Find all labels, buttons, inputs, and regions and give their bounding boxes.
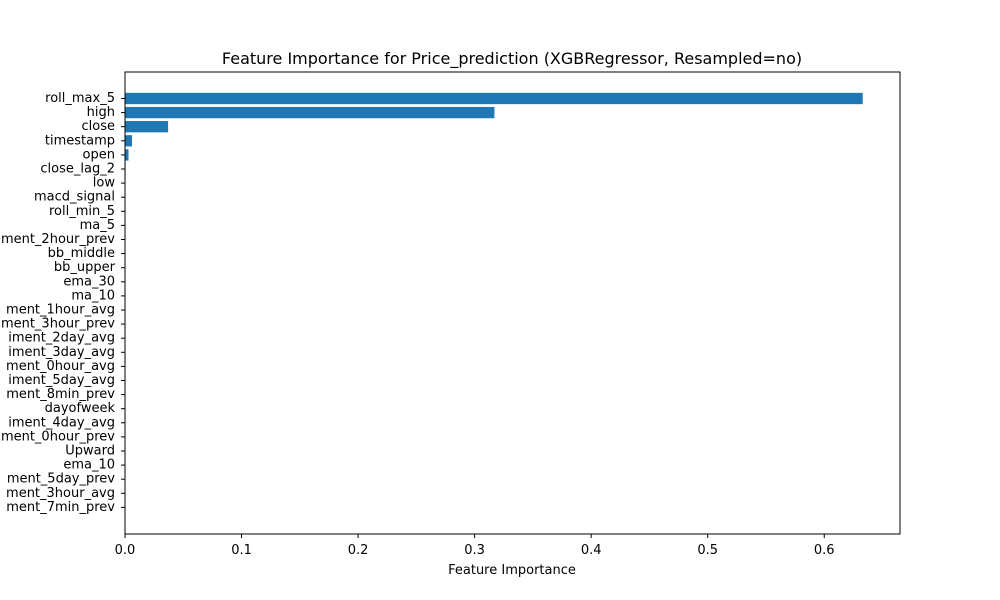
y-tick-label: ment_1hour_avg (6, 303, 115, 318)
y-tick-label: low (93, 176, 116, 191)
y-tick-label: ma_10 (71, 288, 115, 303)
x-tick-label: 0.0 (115, 543, 136, 558)
bar-timestamp (125, 135, 132, 147)
y-tick-label: timestamp (45, 133, 115, 148)
x-tick-label: 0.3 (464, 543, 485, 558)
y-tick-label: dayofweek (45, 401, 116, 416)
plot-area-frame (124, 71, 901, 535)
y-tick-label: Upward (65, 444, 115, 459)
x-axis-label: Feature Importance (448, 563, 576, 578)
y-tick-label: iment_5day_avg (8, 373, 115, 388)
bars-group (125, 92, 863, 232)
x-tick-label: 0.4 (581, 543, 602, 558)
y-tick-label: open (83, 147, 115, 162)
bar-roll_max_5 (125, 92, 863, 105)
y-tick-label: ema_10 (63, 458, 115, 473)
y-tick-label: high (87, 105, 115, 120)
y-tick-label: iment_3day_avg (8, 345, 115, 360)
y-tick-label: roll_max_5 (45, 91, 115, 106)
y-tick-label: ment_0hour_avg (6, 359, 115, 374)
x-tick-label: 0.2 (348, 543, 369, 558)
bar-open (125, 149, 129, 161)
y-tick-label: ment_7min_prev (6, 500, 115, 515)
y-tick-label: ment_0hour_prev (1, 429, 115, 444)
y-tick-label: ment_5day_prev (7, 472, 115, 487)
y-tick-label: ment_3hour_prev (1, 317, 115, 332)
y-tick-label: ema_30 (63, 274, 115, 289)
y-tick-label: ment_2hour_prev (1, 232, 115, 247)
y-tick-label: macd_signal (34, 190, 115, 205)
y-tick-label: bb_middle (48, 246, 115, 261)
y-tick-label: ment_8min_prev (6, 387, 115, 402)
chart-title: Feature Importance for Price_prediction … (222, 49, 802, 69)
bar-close (125, 121, 169, 133)
x-tick-label: 0.5 (697, 543, 718, 558)
y-tick-label: ma_5 (80, 218, 115, 233)
y-tick-label: roll_min_5 (49, 204, 115, 219)
y-tick-label: bb_upper (54, 260, 116, 275)
y-axis-ticks: roll_max_5highclosetimestampopenclose_la… (1, 91, 125, 515)
bar-high (125, 106, 495, 119)
x-tick-label: 0.1 (231, 543, 252, 558)
y-tick-label: iment_4day_avg (8, 415, 115, 430)
y-tick-label: close_lag_2 (40, 162, 115, 177)
y-tick-label: ment_3hour_avg (6, 486, 115, 501)
y-tick-label: close (82, 119, 115, 134)
x-axis-ticks: 0.0 0.1 0.2 0.3 0.4 0.5 0.6 (115, 534, 835, 558)
x-tick-label: 0.6 (814, 543, 835, 558)
y-tick-label: iment_2day_avg (8, 331, 115, 346)
